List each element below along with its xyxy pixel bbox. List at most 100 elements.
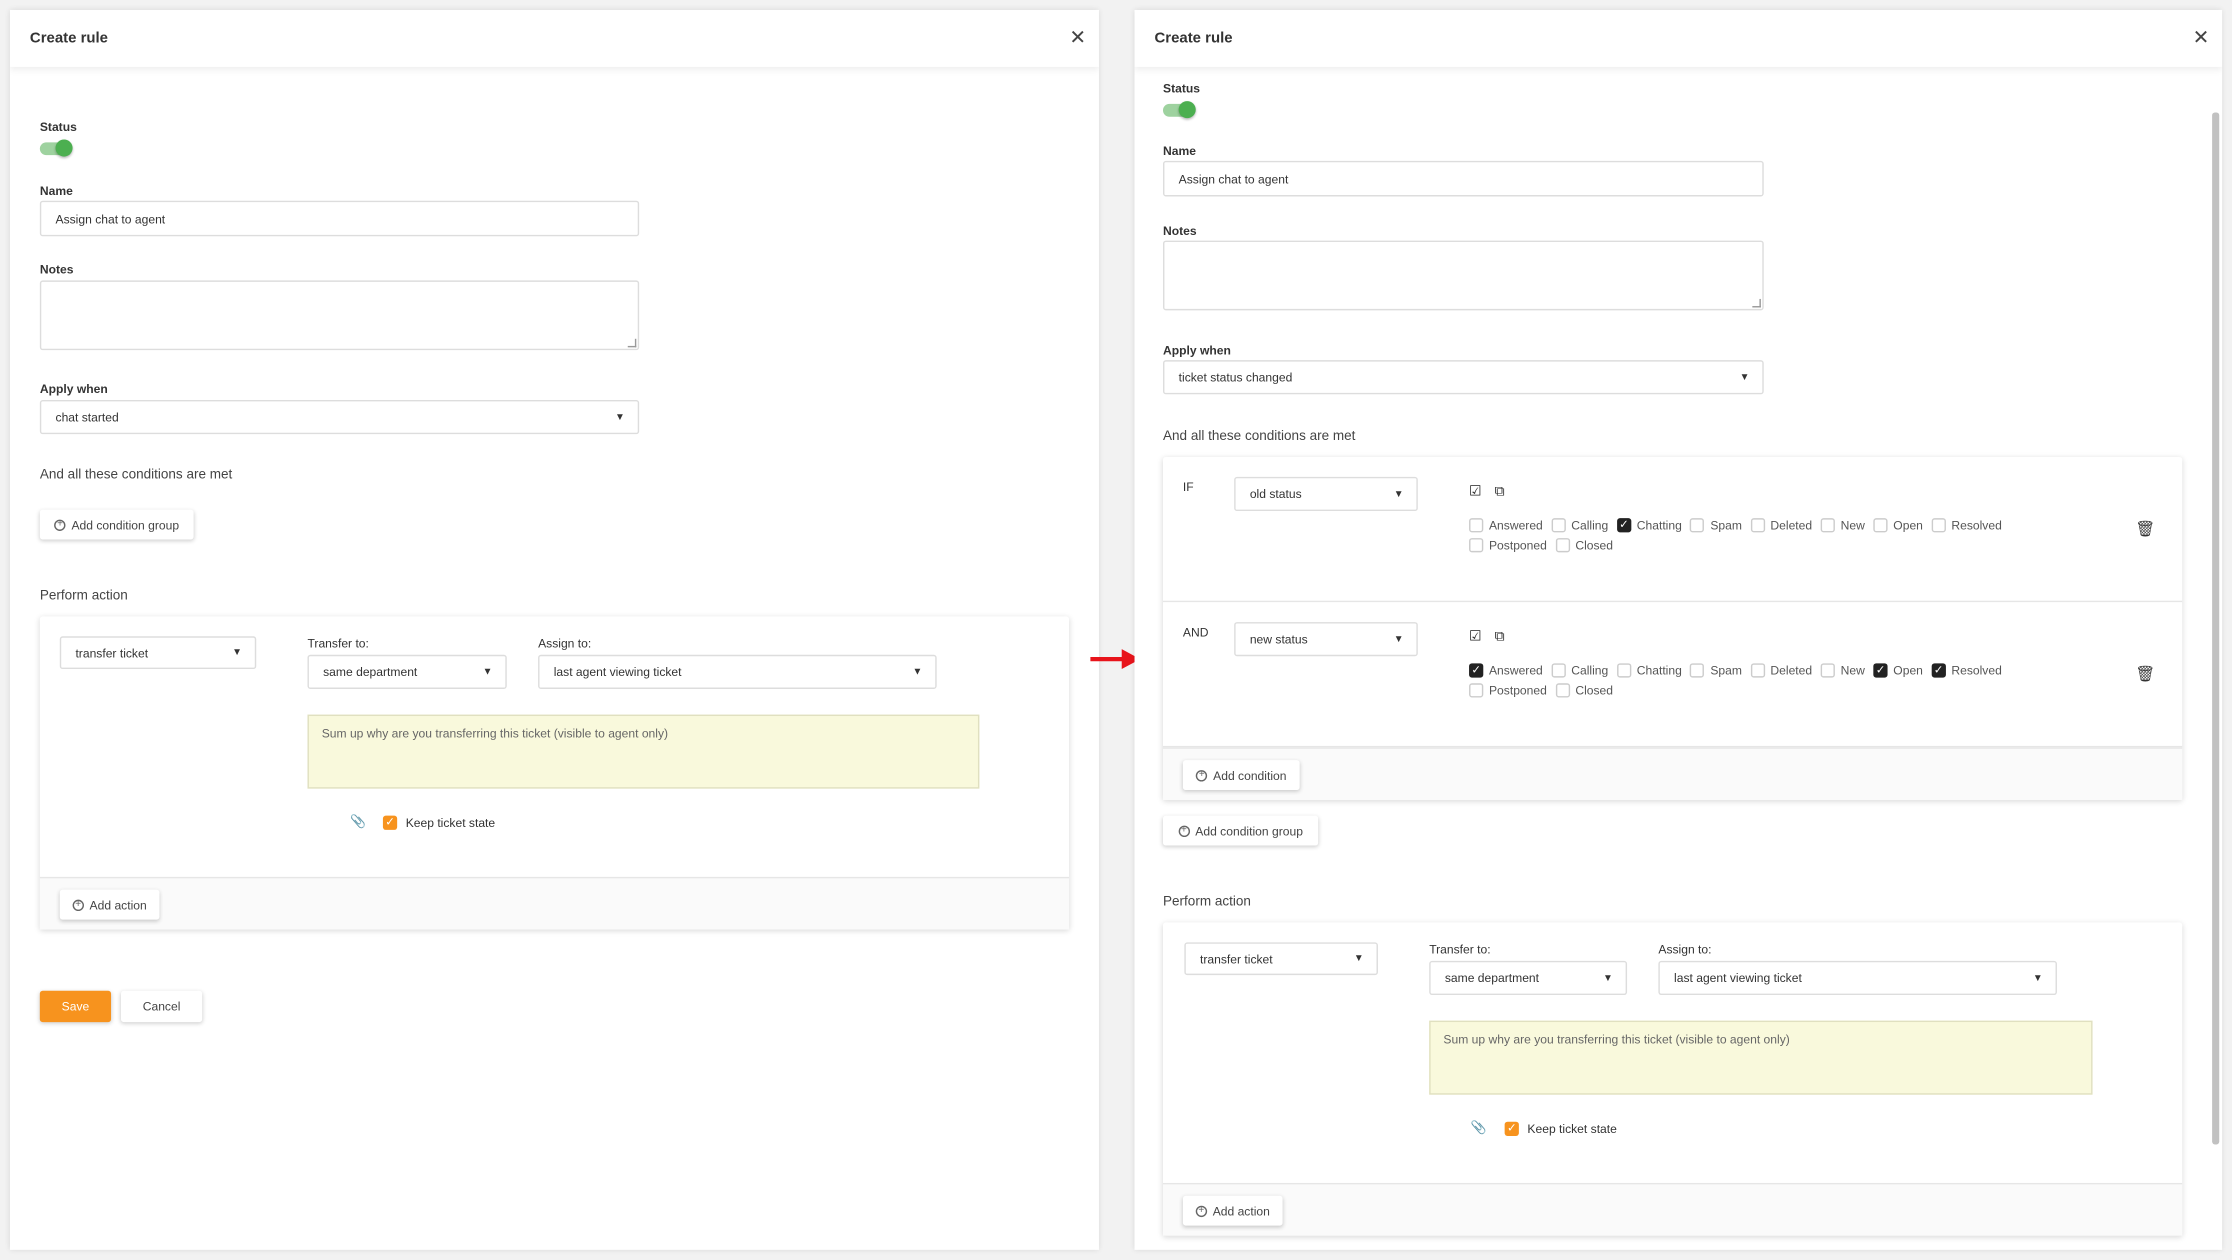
name-input[interactable]: Assign chat to agent	[1162, 160, 1764, 197]
add-condition-button[interactable]: + Add condition	[1182, 760, 1300, 791]
action-type-select[interactable]: transfer ticket ▼	[59, 636, 257, 670]
trash-icon[interactable]: 🗑	[2135, 666, 2156, 684]
transfer-to-select[interactable]: same department ▼	[1429, 960, 1628, 996]
option-label: New	[1840, 663, 1865, 678]
checkbox[interactable]	[1690, 518, 1705, 533]
notes-label: Notes	[1162, 223, 1197, 238]
checkbox[interactable]	[1555, 538, 1570, 553]
keep-ticket-state-checkbox[interactable]: ✓	[382, 815, 398, 830]
status-option-open[interactable]: ✓ Open	[1873, 663, 1923, 678]
status-label: Status	[1162, 81, 1200, 96]
checkbox[interactable]	[1931, 518, 1946, 533]
status-options: ✓ Answered Calling Chatting Spam Deleted New ✓ O…	[1469, 663, 2067, 698]
option-label: Calling	[1571, 518, 1609, 533]
apply-when-value: ticket status changed	[1178, 370, 1293, 385]
transfer-to-value: same department	[323, 664, 418, 680]
paperclip-icon[interactable]: 📎	[1470, 1120, 1487, 1135]
apply-when-select[interactable]: ticket status changed ▼	[1162, 360, 1764, 395]
status-label: Status	[39, 119, 77, 134]
checkbox[interactable]	[1551, 518, 1566, 533]
add-action-button[interactable]: + Add action	[59, 889, 160, 920]
checkbox[interactable]: ✓	[1873, 663, 1888, 678]
condition-field-value: new status	[1249, 632, 1308, 647]
status-option-calling[interactable]: Calling	[1551, 663, 1609, 678]
keep-ticket-state-checkbox[interactable]: ✓	[1504, 1121, 1519, 1136]
paperclip-icon[interactable]: 📎	[350, 814, 367, 829]
status-option-spam[interactable]: Spam	[1690, 663, 1742, 678]
select-all-icon[interactable]: ☑	[1469, 629, 1482, 645]
name-label: Name	[1162, 143, 1196, 159]
trash-icon[interactable]: 🗑	[2135, 521, 2156, 539]
option-label: Closed	[1575, 538, 1614, 553]
status-toggle[interactable]	[1162, 101, 1196, 119]
assign-to-select[interactable]: last agent viewing ticket ▼	[1658, 960, 2057, 996]
status-option-chatting[interactable]: ✓ Chatting	[1616, 518, 1682, 533]
action-card-footer: + Add action	[39, 876, 1070, 930]
checkbox[interactable]	[1750, 663, 1765, 678]
option-label: Open	[1893, 663, 1923, 678]
checkbox[interactable]	[1820, 518, 1835, 533]
copy-icon[interactable]: ⧉	[1494, 483, 1505, 500]
close-icon[interactable]: ✕	[1069, 25, 1087, 49]
status-option-postponed[interactable]: Postponed	[1469, 538, 1547, 553]
status-option-closed[interactable]: Closed	[1555, 538, 1614, 553]
status-options: Answered Calling ✓ Chatting Spam Deleted New Op…	[1469, 518, 2067, 553]
checkbox[interactable]	[1551, 663, 1566, 678]
close-icon[interactable]: ✕	[2192, 25, 2210, 49]
scrollbar[interactable]	[2212, 112, 2220, 1145]
status-option-answered[interactable]: ✓ Answered	[1469, 663, 1543, 678]
status-option-closed[interactable]: Closed	[1555, 683, 1613, 698]
apply-when-select[interactable]: chat started ▼	[39, 400, 640, 435]
action-type-select[interactable]: transfer ticket ▼	[1184, 942, 1378, 976]
button-label: Add condition group	[71, 517, 180, 532]
transfer-note-textarea[interactable]: Sum up why are you transferring this tic…	[307, 714, 980, 789]
condition-field-select[interactable]: new status ▼	[1234, 622, 1418, 657]
checkbox[interactable]: ✓	[1931, 663, 1946, 678]
add-condition-group-button[interactable]: + Add condition group	[39, 509, 194, 540]
status-option-open[interactable]: Open	[1873, 518, 1923, 533]
name-input[interactable]: Assign chat to agent	[39, 200, 640, 237]
status-option-resolved[interactable]: ✓ Resolved	[1931, 663, 2002, 678]
select-all-icon[interactable]: ☑	[1469, 483, 1482, 500]
checkbox[interactable]	[1690, 663, 1705, 678]
notes-textarea[interactable]	[39, 280, 640, 351]
transfer-note-textarea[interactable]: Sum up why are you transferring this tic…	[1429, 1020, 2093, 1095]
add-condition-group-button[interactable]: + Add condition group	[1162, 815, 1319, 846]
assign-to-select[interactable]: last agent viewing ticket ▼	[538, 654, 937, 689]
save-button[interactable]: Save	[39, 990, 112, 1023]
copy-icon[interactable]: ⧉	[1494, 629, 1505, 645]
status-option-deleted[interactable]: Deleted	[1750, 518, 1812, 533]
checkbox[interactable]	[1469, 683, 1484, 698]
status-option-new[interactable]: New	[1820, 663, 1865, 678]
checkbox[interactable]	[1820, 663, 1835, 678]
status-toggle[interactable]	[39, 139, 73, 157]
checkbox[interactable]	[1555, 683, 1570, 698]
checkbox[interactable]	[1873, 518, 1888, 533]
checkbox[interactable]	[1750, 518, 1765, 533]
caret-down-icon: ▼	[1602, 972, 1613, 983]
cancel-button[interactable]: Cancel	[120, 990, 203, 1023]
status-option-answered[interactable]: Answered	[1469, 518, 1543, 533]
condition-field-select[interactable]: old status ▼	[1234, 476, 1418, 512]
checkbox[interactable]: ✓	[1616, 518, 1632, 533]
add-action-button[interactable]: + Add action	[1182, 1195, 1283, 1226]
option-label: Calling	[1571, 663, 1609, 678]
checkbox[interactable]: ✓	[1469, 663, 1484, 678]
status-option-resolved[interactable]: Resolved	[1931, 518, 2002, 533]
checkbox[interactable]	[1469, 538, 1484, 553]
checkbox[interactable]	[1469, 518, 1484, 533]
status-option-chatting[interactable]: Chatting	[1616, 663, 1682, 678]
transfer-to-select[interactable]: same department ▼	[307, 654, 507, 689]
conditions-heading: And all these conditions are met	[1162, 428, 1356, 445]
keep-ticket-state-label: Keep ticket state	[1527, 1121, 1617, 1136]
caret-down-icon: ▼	[1353, 953, 1364, 964]
notes-textarea[interactable]	[1162, 240, 1764, 311]
status-option-calling[interactable]: Calling	[1551, 518, 1609, 533]
apply-when-value: chat started	[55, 409, 119, 425]
status-option-spam[interactable]: Spam	[1690, 518, 1742, 533]
status-option-postponed[interactable]: Postponed	[1469, 683, 1547, 698]
status-option-new[interactable]: New	[1820, 518, 1865, 533]
arrow-right-icon	[1090, 649, 1141, 670]
checkbox[interactable]	[1616, 663, 1632, 678]
status-option-deleted[interactable]: Deleted	[1750, 663, 1812, 678]
